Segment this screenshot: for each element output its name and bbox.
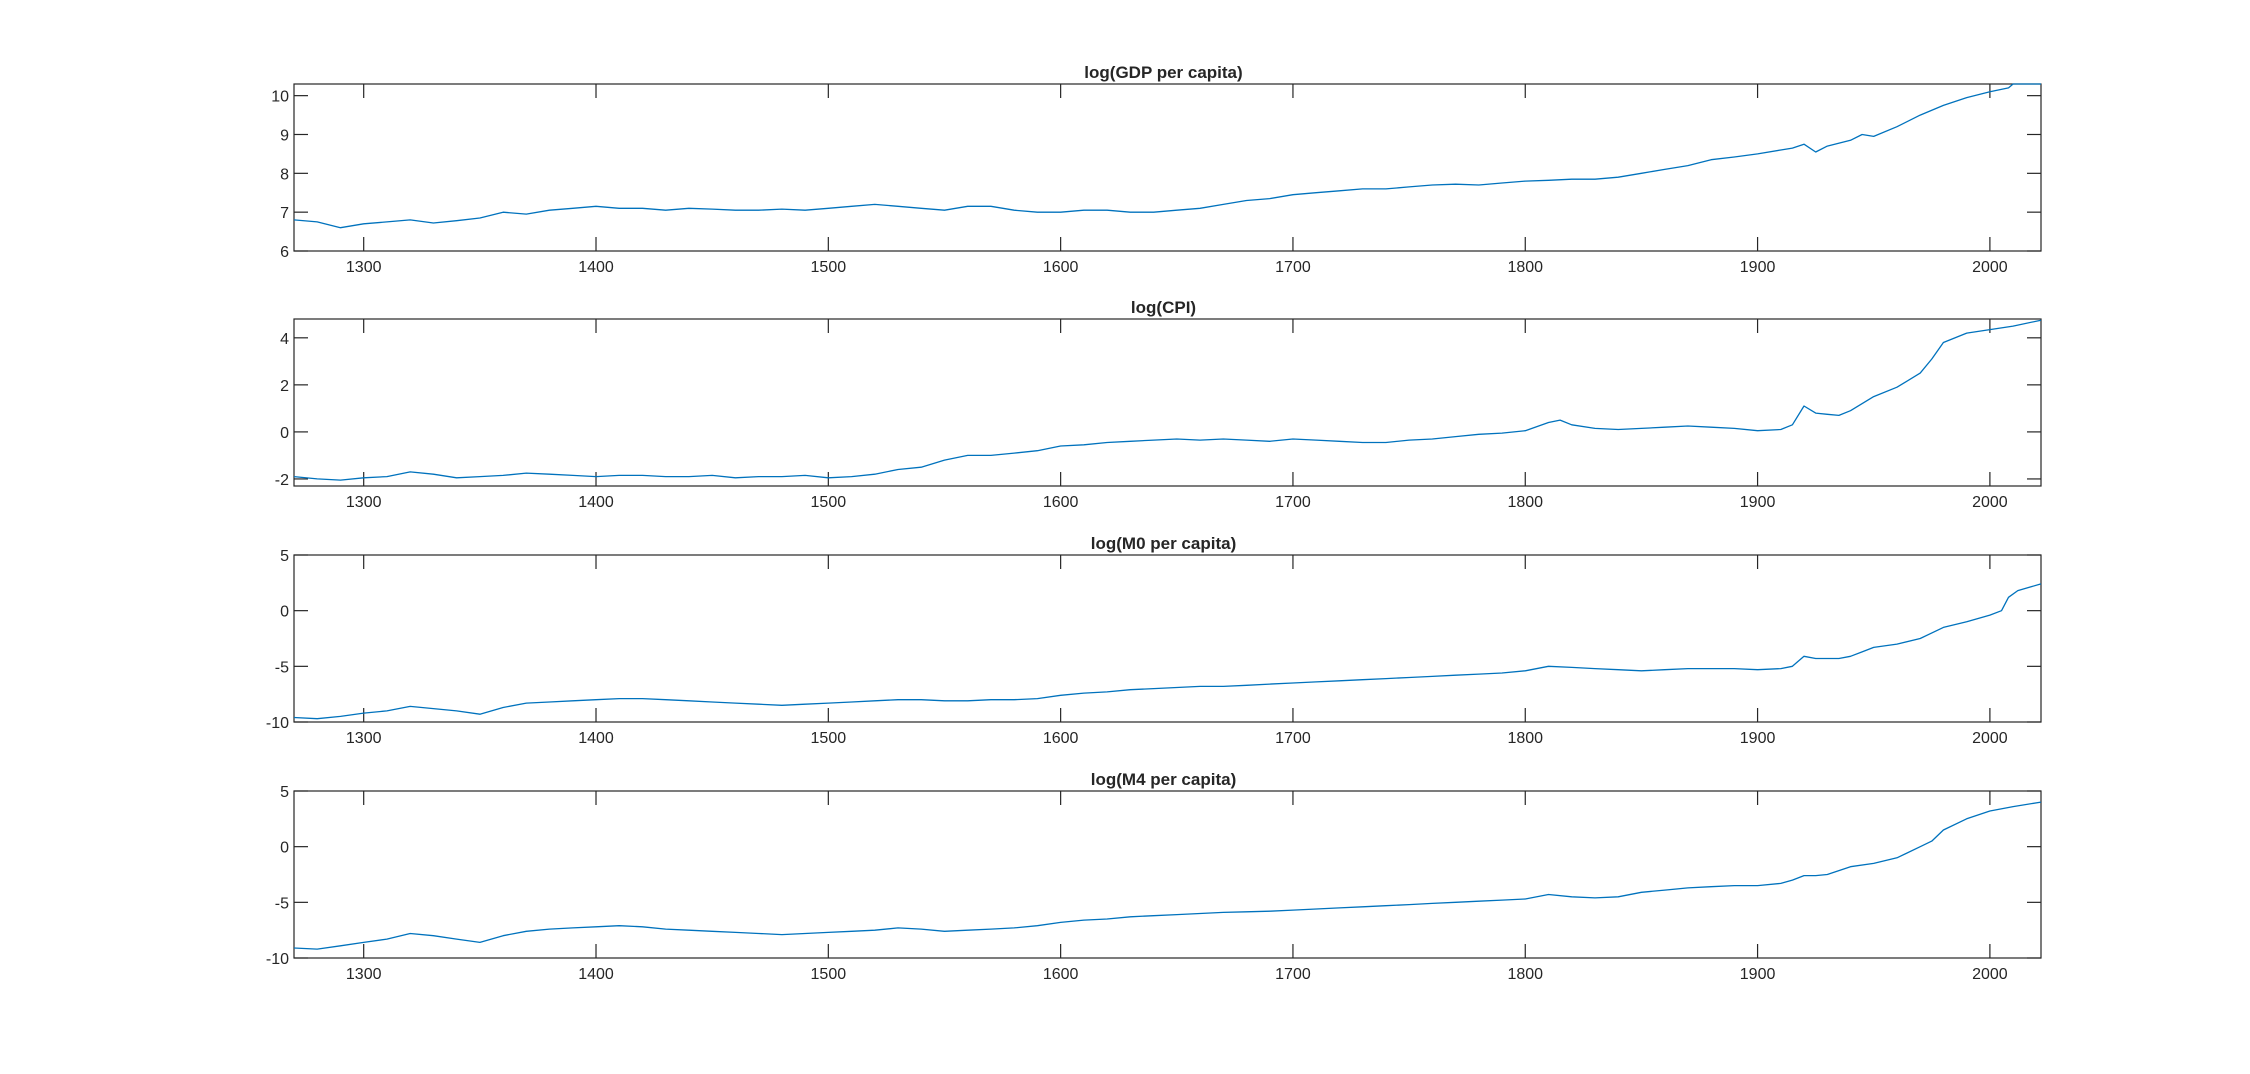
x-tick-label: 1400 <box>578 494 614 511</box>
x-tick-label: 1300 <box>346 730 382 747</box>
series-line <box>293 801 2042 950</box>
x-tick-label: 1700 <box>1275 730 1311 747</box>
x-tick-label: 2000 <box>1972 494 2008 511</box>
y-tick-label: 2 <box>280 378 289 395</box>
x-tick-label: 1600 <box>1043 966 1079 983</box>
x-tick-label: 1600 <box>1043 259 1079 276</box>
y-tick-label: -2 <box>275 472 289 489</box>
x-tick-label: 1800 <box>1507 259 1543 276</box>
x-tick-label: 1700 <box>1275 494 1311 511</box>
x-tick-label: 1500 <box>811 966 847 983</box>
y-tick-label: -5 <box>275 659 289 676</box>
x-tick-label: 1700 <box>1275 259 1311 276</box>
y-tick-label: 0 <box>280 425 289 442</box>
x-tick-label: 2000 <box>1972 730 2008 747</box>
axes-box <box>293 83 2042 252</box>
subplot-4: log(M4 per capita) 1300 1400 1500 1600 1700 18… <box>266 770 2042 983</box>
subplot-title: log(M0 per capita) <box>1091 534 1236 553</box>
y-tick-label: 10 <box>271 89 289 106</box>
series-line <box>293 319 2042 481</box>
x-tick-label: 2000 <box>1972 966 2008 983</box>
y-tick-label: 4 <box>280 331 289 348</box>
axes-box <box>293 790 2042 959</box>
series-line <box>293 583 2042 720</box>
x-tick-label: 1400 <box>578 259 614 276</box>
y-tick-label: 6 <box>280 244 289 261</box>
x-tick-label: 1800 <box>1507 494 1543 511</box>
x-tick-label: 1500 <box>811 730 847 747</box>
y-tick-label: 8 <box>280 166 289 183</box>
x-tick-label: 1800 <box>1507 730 1543 747</box>
subplot-2: log(CPI) 1300 1400 1500 1600 1700 1800 1900 2000… <box>275 298 2042 511</box>
x-tick-label: 1600 <box>1043 494 1079 511</box>
x-tick-label: 1300 <box>346 494 382 511</box>
subplot-title: log(M4 per capita) <box>1091 770 1236 789</box>
y-tick-label: 0 <box>280 604 289 621</box>
x-tick-label: 1300 <box>346 259 382 276</box>
series-line <box>293 83 2041 229</box>
x-tick-label: 1900 <box>1740 966 1776 983</box>
x-tick-label: 1300 <box>346 966 382 983</box>
subplot-title: log(GDP per capita) <box>1084 63 1242 82</box>
y-tick-label: 5 <box>280 548 289 565</box>
y-tick-label: 7 <box>280 205 289 222</box>
x-tick-label: 1600 <box>1043 730 1079 747</box>
x-tick-label: 1800 <box>1507 966 1543 983</box>
subplot-3: log(M0 per capita) 1300 1400 1500 1600 1700 18… <box>266 534 2042 747</box>
y-tick-label: 9 <box>280 127 289 144</box>
x-tick-label: 1400 <box>578 966 614 983</box>
x-tick-label: 2000 <box>1972 259 2008 276</box>
y-tick-label: -5 <box>275 895 289 912</box>
axes-box <box>293 554 2042 723</box>
x-tick-label: 1500 <box>811 259 847 276</box>
subplot-1: log(GDP per capita) 1300 1400 1500 1600 1700 1… <box>271 63 2042 276</box>
x-tick-label: 1900 <box>1740 494 1776 511</box>
subplot-title: log(CPI) <box>1131 298 1196 317</box>
x-tick-label: 1400 <box>578 730 614 747</box>
y-tick-label: -10 <box>266 951 289 968</box>
y-tick-label: 0 <box>280 840 289 857</box>
y-tick-label: -10 <box>266 715 289 732</box>
x-tick-label: 1700 <box>1275 966 1311 983</box>
x-tick-label: 1900 <box>1740 259 1776 276</box>
x-tick-label: 1500 <box>811 494 847 511</box>
axes-box <box>293 318 2042 487</box>
y-tick-label: 5 <box>280 784 289 801</box>
x-tick-label: 1900 <box>1740 730 1776 747</box>
